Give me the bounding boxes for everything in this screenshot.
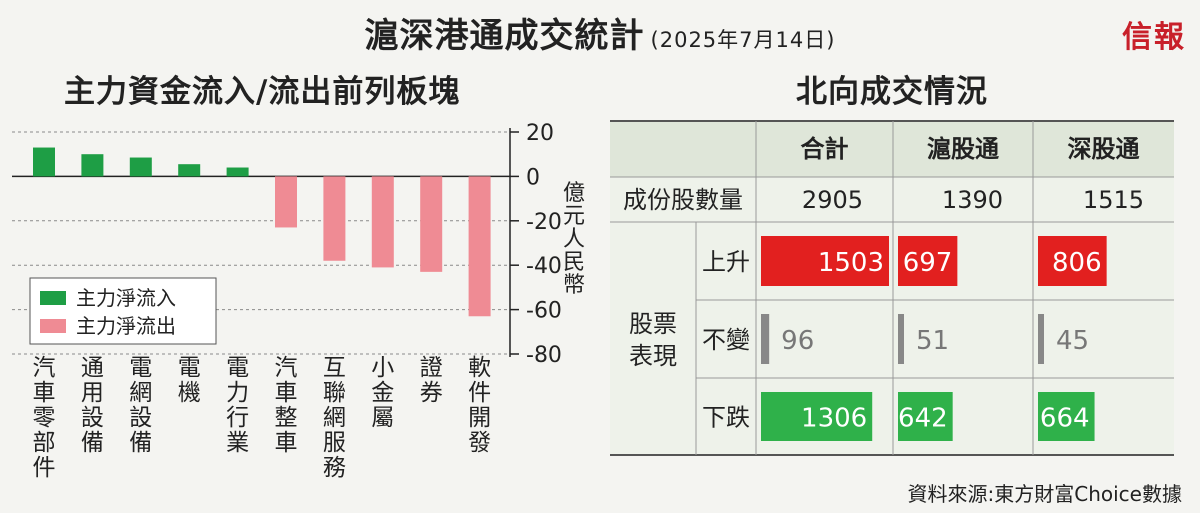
row-bar-flat: [898, 314, 904, 364]
source-note: 資料來源:東方財富Choice數據: [907, 482, 1182, 506]
legend-label: 主力淨流出: [76, 314, 176, 338]
row-label: 不變: [702, 326, 750, 354]
bar-outflow: [468, 176, 491, 317]
row-value: 96: [781, 326, 814, 356]
row-value: 1306: [801, 404, 867, 434]
row-label: 上升: [702, 248, 750, 276]
bar-outflow: [371, 176, 394, 268]
row-bar-up: [1038, 236, 1107, 286]
row-bar-flat: [761, 314, 770, 364]
row-value: 45: [1056, 326, 1089, 356]
row-label: 下跌: [702, 404, 750, 432]
row-bar-up: [761, 236, 889, 286]
x-tick-label: 互聯網服務: [323, 355, 346, 481]
row-bar-down: [1038, 392, 1095, 441]
bar-outflow: [420, 176, 443, 272]
y-tick-label: 20: [526, 121, 554, 146]
count-value: 2905: [802, 186, 863, 214]
y-tick-label: -40: [526, 254, 562, 279]
x-tick-label: 證券: [420, 355, 443, 406]
row-value: 51: [916, 326, 949, 356]
y-tick-label: -60: [526, 299, 562, 324]
count-label: 成份股數量: [623, 186, 743, 214]
bar-inflow: [226, 167, 249, 177]
bar-outflow: [275, 176, 297, 228]
row-bar-up: [898, 236, 958, 286]
x-tick-label: 通用設備: [81, 355, 104, 456]
legend-label: 主力淨流入: [76, 286, 176, 310]
table-col-header: 滬股通: [927, 135, 999, 163]
title-text: 滬深港通成交統計: [364, 16, 645, 56]
row-bar-flat: [1038, 314, 1044, 364]
table-col-header: 深股通: [1068, 135, 1140, 163]
bar-inflow: [129, 157, 152, 177]
x-tick-label: 汽車整車: [275, 355, 298, 456]
legend-swatch: [40, 291, 66, 305]
row-bar-down: [898, 392, 953, 441]
legend-swatch: [40, 319, 66, 333]
bar-inflow: [33, 147, 55, 177]
group-label: 股票: [629, 310, 677, 338]
x-tick-label: 電網設備: [129, 355, 152, 456]
row-value: 697: [903, 248, 953, 278]
y-axis-label: 億元人民幣: [563, 181, 585, 298]
group-label: 表現: [629, 342, 677, 370]
count-value: 1515: [1083, 186, 1144, 214]
x-tick-label: 軟件開發: [468, 355, 491, 456]
row-bar-down: [761, 392, 873, 441]
table-col-header: 合計: [801, 135, 849, 163]
x-tick-label: 電力行業: [226, 355, 249, 456]
row-value: 806: [1052, 248, 1102, 278]
row-value: 1503: [818, 248, 884, 278]
title-date: (2025年7月14日): [650, 28, 836, 52]
x-tick-label: 汽車零部件: [33, 355, 56, 481]
page-title: 滬深港通成交統計 (2025年7月14日): [0, 8, 1200, 57]
bar-inflow: [178, 164, 201, 177]
brand-logo: 信報: [1122, 20, 1186, 55]
table-header-bg: [610, 121, 1174, 177]
y-tick-label: 0: [526, 165, 540, 190]
x-tick-label: 電機: [178, 355, 201, 406]
bar-outflow: [323, 176, 346, 261]
y-tick-label: -20: [526, 210, 562, 235]
x-tick-label: 小金屬: [371, 355, 394, 431]
chart-title: 主力資金流入/流出前列板塊: [64, 74, 461, 110]
count-value: 1390: [942, 186, 1003, 214]
table-title: 北向成交情況: [796, 74, 988, 110]
y-tick-label: -80: [526, 343, 562, 368]
bar-inflow: [81, 154, 104, 177]
row-value: 664: [1040, 404, 1090, 434]
row-value: 642: [898, 404, 948, 434]
